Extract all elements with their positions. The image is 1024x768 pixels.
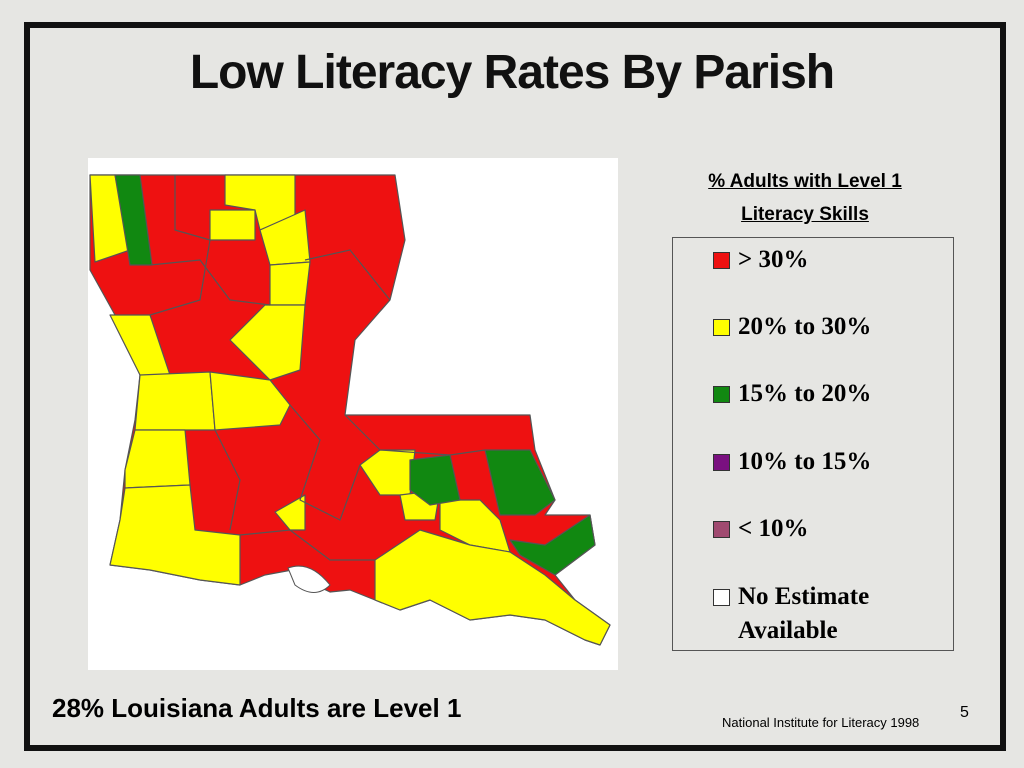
parish xyxy=(209,371,291,431)
legend-title: % Adults with Level 1 Literacy Skills xyxy=(660,165,950,231)
parish-border xyxy=(239,529,375,561)
legend-item: > 30% xyxy=(713,243,809,277)
legend-item: 10% to 15% xyxy=(713,445,871,479)
legend-label: 20% to 30% xyxy=(738,313,872,340)
parish xyxy=(209,209,256,241)
legend-swatch xyxy=(713,521,730,538)
parish-border xyxy=(289,404,361,521)
legend-swatch xyxy=(713,386,730,403)
legend-item: 15% to 20% xyxy=(713,377,871,411)
parish xyxy=(409,454,461,506)
legend-item: No Estimate Available xyxy=(713,580,913,648)
bay xyxy=(287,565,331,593)
parish-border xyxy=(344,414,486,456)
parish-border xyxy=(149,259,271,306)
legend-label: > 30% xyxy=(738,246,809,273)
parish xyxy=(509,514,596,576)
parish-border xyxy=(304,249,391,301)
legend-swatch xyxy=(713,252,730,269)
parish-border xyxy=(214,429,241,531)
slide-title: Low Literacy Rates By Parish xyxy=(189,46,835,99)
legend-swatch xyxy=(713,454,730,471)
slide-number: 5 xyxy=(960,704,969,721)
footnote: 28% Louisiana Adults are Level 1 xyxy=(52,693,462,723)
legend-item: 20% to 30% xyxy=(713,310,871,344)
parish-border xyxy=(149,175,211,316)
parish xyxy=(134,371,216,431)
legend-swatch xyxy=(713,319,730,336)
legend-label: No Estimate Available xyxy=(738,583,870,644)
legend-item: < 10% xyxy=(713,512,809,546)
legend: > 30% 20% to 30% 15% to 20% 10% to 15% < 10%… xyxy=(672,237,954,651)
parish xyxy=(109,484,241,586)
legend-title-line: Literacy Skills xyxy=(741,204,869,225)
legend-swatch xyxy=(713,589,730,606)
source: National Institute for Literacy 1998 xyxy=(722,715,920,730)
parish xyxy=(269,261,311,306)
parish xyxy=(374,529,611,646)
louisiana-map xyxy=(88,158,618,670)
parish xyxy=(484,449,556,516)
legend-title-line: % Adults with Level 1 xyxy=(708,171,902,192)
parish xyxy=(229,304,306,381)
legend-label: 10% to 15% xyxy=(738,448,872,475)
slide-frame xyxy=(24,22,1006,751)
legend-label: 15% to 20% xyxy=(738,380,872,407)
legend-label: < 10% xyxy=(738,515,809,542)
parish xyxy=(274,494,306,531)
parish xyxy=(124,429,191,489)
